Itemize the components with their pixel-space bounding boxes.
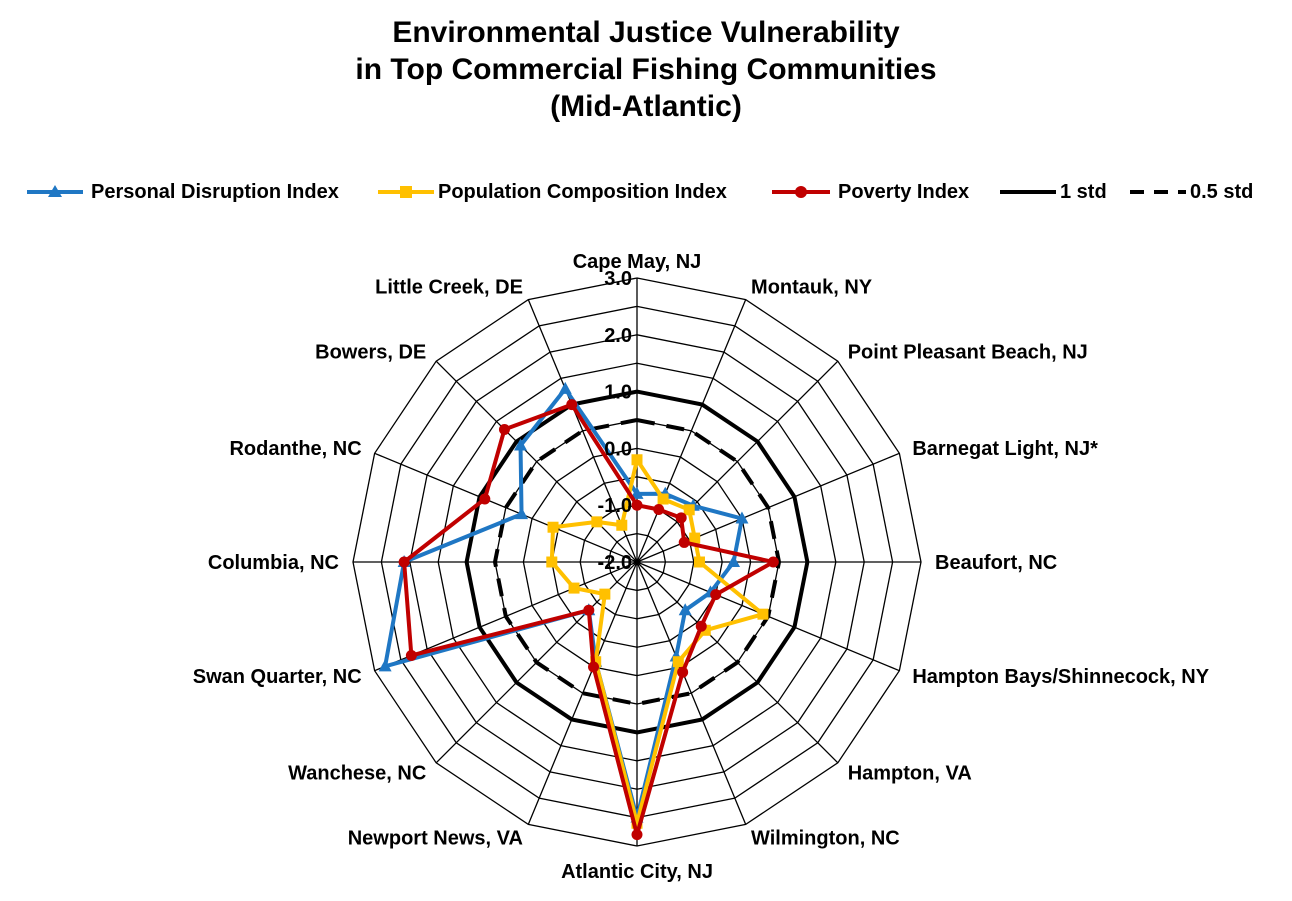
tick-label: 0.0 xyxy=(604,438,632,460)
point-population-composition-index-point-pleasant-beach-nj xyxy=(683,504,695,516)
point-population-composition-index-columbia-nc xyxy=(546,556,558,568)
point-population-composition-index-cape-may-nj xyxy=(631,454,643,466)
category-label-hampton-va: Hampton, VA xyxy=(848,763,972,785)
category-label-barnegat-light-nj: Barnegat Light, NJ* xyxy=(912,438,1098,460)
point-poverty-index-little-creek-de xyxy=(566,399,578,411)
point-poverty-index-barnegat-light-nj xyxy=(678,536,690,548)
point-population-composition-index-wilmington-nc xyxy=(672,656,684,668)
point-population-composition-index-bowers-de xyxy=(591,516,603,528)
point-poverty-index-bowers-de xyxy=(498,423,510,435)
tick-label: 2.0 xyxy=(604,325,632,347)
category-labels: Cape May, NJ Montauk, NY Point Pleasant Be… xyxy=(193,251,1210,883)
point-population-composition-index-atlantic-city-nj xyxy=(631,817,643,829)
point-personal-disruption-index-barnegat-light-nj xyxy=(735,511,749,524)
series-population-composition-index xyxy=(546,454,769,829)
chart-title-line-3: (Mid-Atlantic) xyxy=(550,90,742,123)
legend-swatch-population-composition xyxy=(378,186,434,198)
legend-swatch-1-std xyxy=(1000,190,1056,194)
point-population-composition-index-beaufort-nc xyxy=(693,556,705,568)
category-label-columbia-nc: Columbia, NC xyxy=(208,552,339,574)
point-poverty-index-columbia-nc xyxy=(398,556,410,568)
point-poverty-index-hampton-bays-shinnecock-ny xyxy=(710,589,722,601)
point-poverty-index-cape-may-nj xyxy=(631,499,643,511)
point-personal-disruption-index-bowers-de xyxy=(514,438,528,451)
point-poverty-index-wanchese-nc xyxy=(583,604,595,616)
spoke-bowers-de xyxy=(435,360,638,563)
tick-label: -2.0 xyxy=(598,552,632,574)
spoke-wilmington-nc xyxy=(636,561,747,825)
point-population-composition-index-hampton-bays-shinnecock-ny xyxy=(757,608,769,620)
tick-label: 1.0 xyxy=(604,382,632,404)
point-population-composition-index-hampton-va xyxy=(699,624,711,636)
point-poverty-index-montauk-ny xyxy=(653,504,665,516)
point-personal-disruption-index-beaufort-nc xyxy=(727,555,741,567)
category-label-swan-quarter-nc: Swan Quarter, NC xyxy=(193,666,362,688)
legend-label-poverty: Poverty Index xyxy=(838,181,970,203)
category-label-point-pleasant-beach-nj: Point Pleasant Beach, NJ xyxy=(848,341,1088,363)
point-personal-disruption-index-hampton-va xyxy=(678,603,692,616)
point-population-composition-index-swan-quarter-nc xyxy=(568,582,580,594)
point-personal-disruption-index-cape-may-nj xyxy=(630,486,644,499)
point-poverty-index-point-pleasant-beach-nj xyxy=(675,512,687,524)
category-label-montauk-ny: Montauk, NY xyxy=(751,277,873,299)
point-population-composition-index-newport-news-va xyxy=(590,656,602,668)
category-label-wilmington-nc: Wilmington, NC xyxy=(751,827,900,849)
point-poverty-index-beaufort-nc xyxy=(767,556,779,568)
legend-label-1-std: 1 std xyxy=(1060,181,1107,203)
point-population-composition-index-wanchese-nc xyxy=(599,588,611,600)
category-label-newport-news-va: Newport News, VA xyxy=(348,827,523,849)
spoke-point-pleasant-beach-nj xyxy=(636,360,839,563)
series-layer xyxy=(378,381,779,841)
category-label-beaufort-nc: Beaufort, NC xyxy=(935,552,1057,574)
category-label-little-creek-de: Little Creek, DE xyxy=(375,277,523,299)
legend-item-0-5-std: 0.5 std xyxy=(1128,178,1288,208)
legend-item-personal-disruption: Personal Disruption Index xyxy=(25,178,365,208)
radial-tick-labels: 3.0 2.0 1.0 0.0 -1.0 -2.0 xyxy=(598,268,632,574)
point-population-composition-index-barnegat-light-nj xyxy=(689,532,701,544)
point-personal-disruption-index-rodanthe-nc xyxy=(515,507,529,520)
point-population-composition-index-rodanthe-nc xyxy=(547,521,559,533)
point-poverty-index-hampton-va xyxy=(695,620,707,632)
category-label-atlantic-city-nj: Atlantic City, NJ xyxy=(561,861,713,883)
series-line-poverty-index xyxy=(402,402,776,837)
category-label-wanchese-nc: Wanchese, NC xyxy=(288,763,426,785)
chart-title-line-2: in Top Commercial Fishing Communities xyxy=(355,53,937,86)
point-poverty-index-swan-quarter-nc xyxy=(405,649,417,661)
chart-title: Environmental Justice Vulnerability in T… xyxy=(0,14,1292,125)
category-label-bowers-de: Bowers, DE xyxy=(315,341,426,363)
category-label-hampton-bays-shinnecock-ny: Hampton Bays/Shinnecock, NY xyxy=(912,666,1209,688)
legend-label-personal-disruption: Personal Disruption Index xyxy=(91,181,339,203)
series-poverty-index xyxy=(398,399,779,841)
chart-title-line-1: Environmental Justice Vulnerability xyxy=(392,16,900,49)
legend-swatch-0-5-std xyxy=(1130,190,1186,194)
spoke-little-creek-de xyxy=(527,299,638,563)
legend-item-1-std: 1 std xyxy=(998,178,1118,208)
tick-label: 3.0 xyxy=(604,268,632,290)
spoke-newport-news-va xyxy=(527,561,638,825)
point-poverty-index-atlantic-city-nj xyxy=(631,829,643,841)
point-poverty-index-wilmington-nc xyxy=(677,666,689,678)
legend-swatch-personal-disruption xyxy=(27,185,83,197)
point-personal-disruption-index-little-creek-de xyxy=(558,381,572,394)
point-population-composition-index-montauk-ny xyxy=(657,493,669,505)
radar-grid xyxy=(352,277,922,847)
point-population-composition-index-little-creek-de xyxy=(616,519,628,531)
tick-label: -1.0 xyxy=(598,495,632,517)
category-label-cape-may-nj: Cape May, NJ xyxy=(573,251,702,273)
legend-label-population-composition: Population Composition Index xyxy=(438,181,727,203)
legend-item-population-composition: Population Composition Index xyxy=(376,178,756,208)
category-label-rodanthe-nc: Rodanthe, NC xyxy=(229,438,361,460)
point-poverty-index-newport-news-va xyxy=(588,661,600,673)
point-poverty-index-rodanthe-nc xyxy=(479,493,491,505)
legend-label-0-5-std: 0.5 std xyxy=(1190,181,1254,203)
legend: Personal Disruption Index Population Com… xyxy=(0,178,1292,208)
legend-swatch-poverty xyxy=(772,186,830,198)
legend-item-poverty: Poverty Index xyxy=(770,178,990,208)
point-personal-disruption-index-swan-quarter-nc xyxy=(378,659,392,672)
spoke-montauk-ny xyxy=(636,299,747,563)
